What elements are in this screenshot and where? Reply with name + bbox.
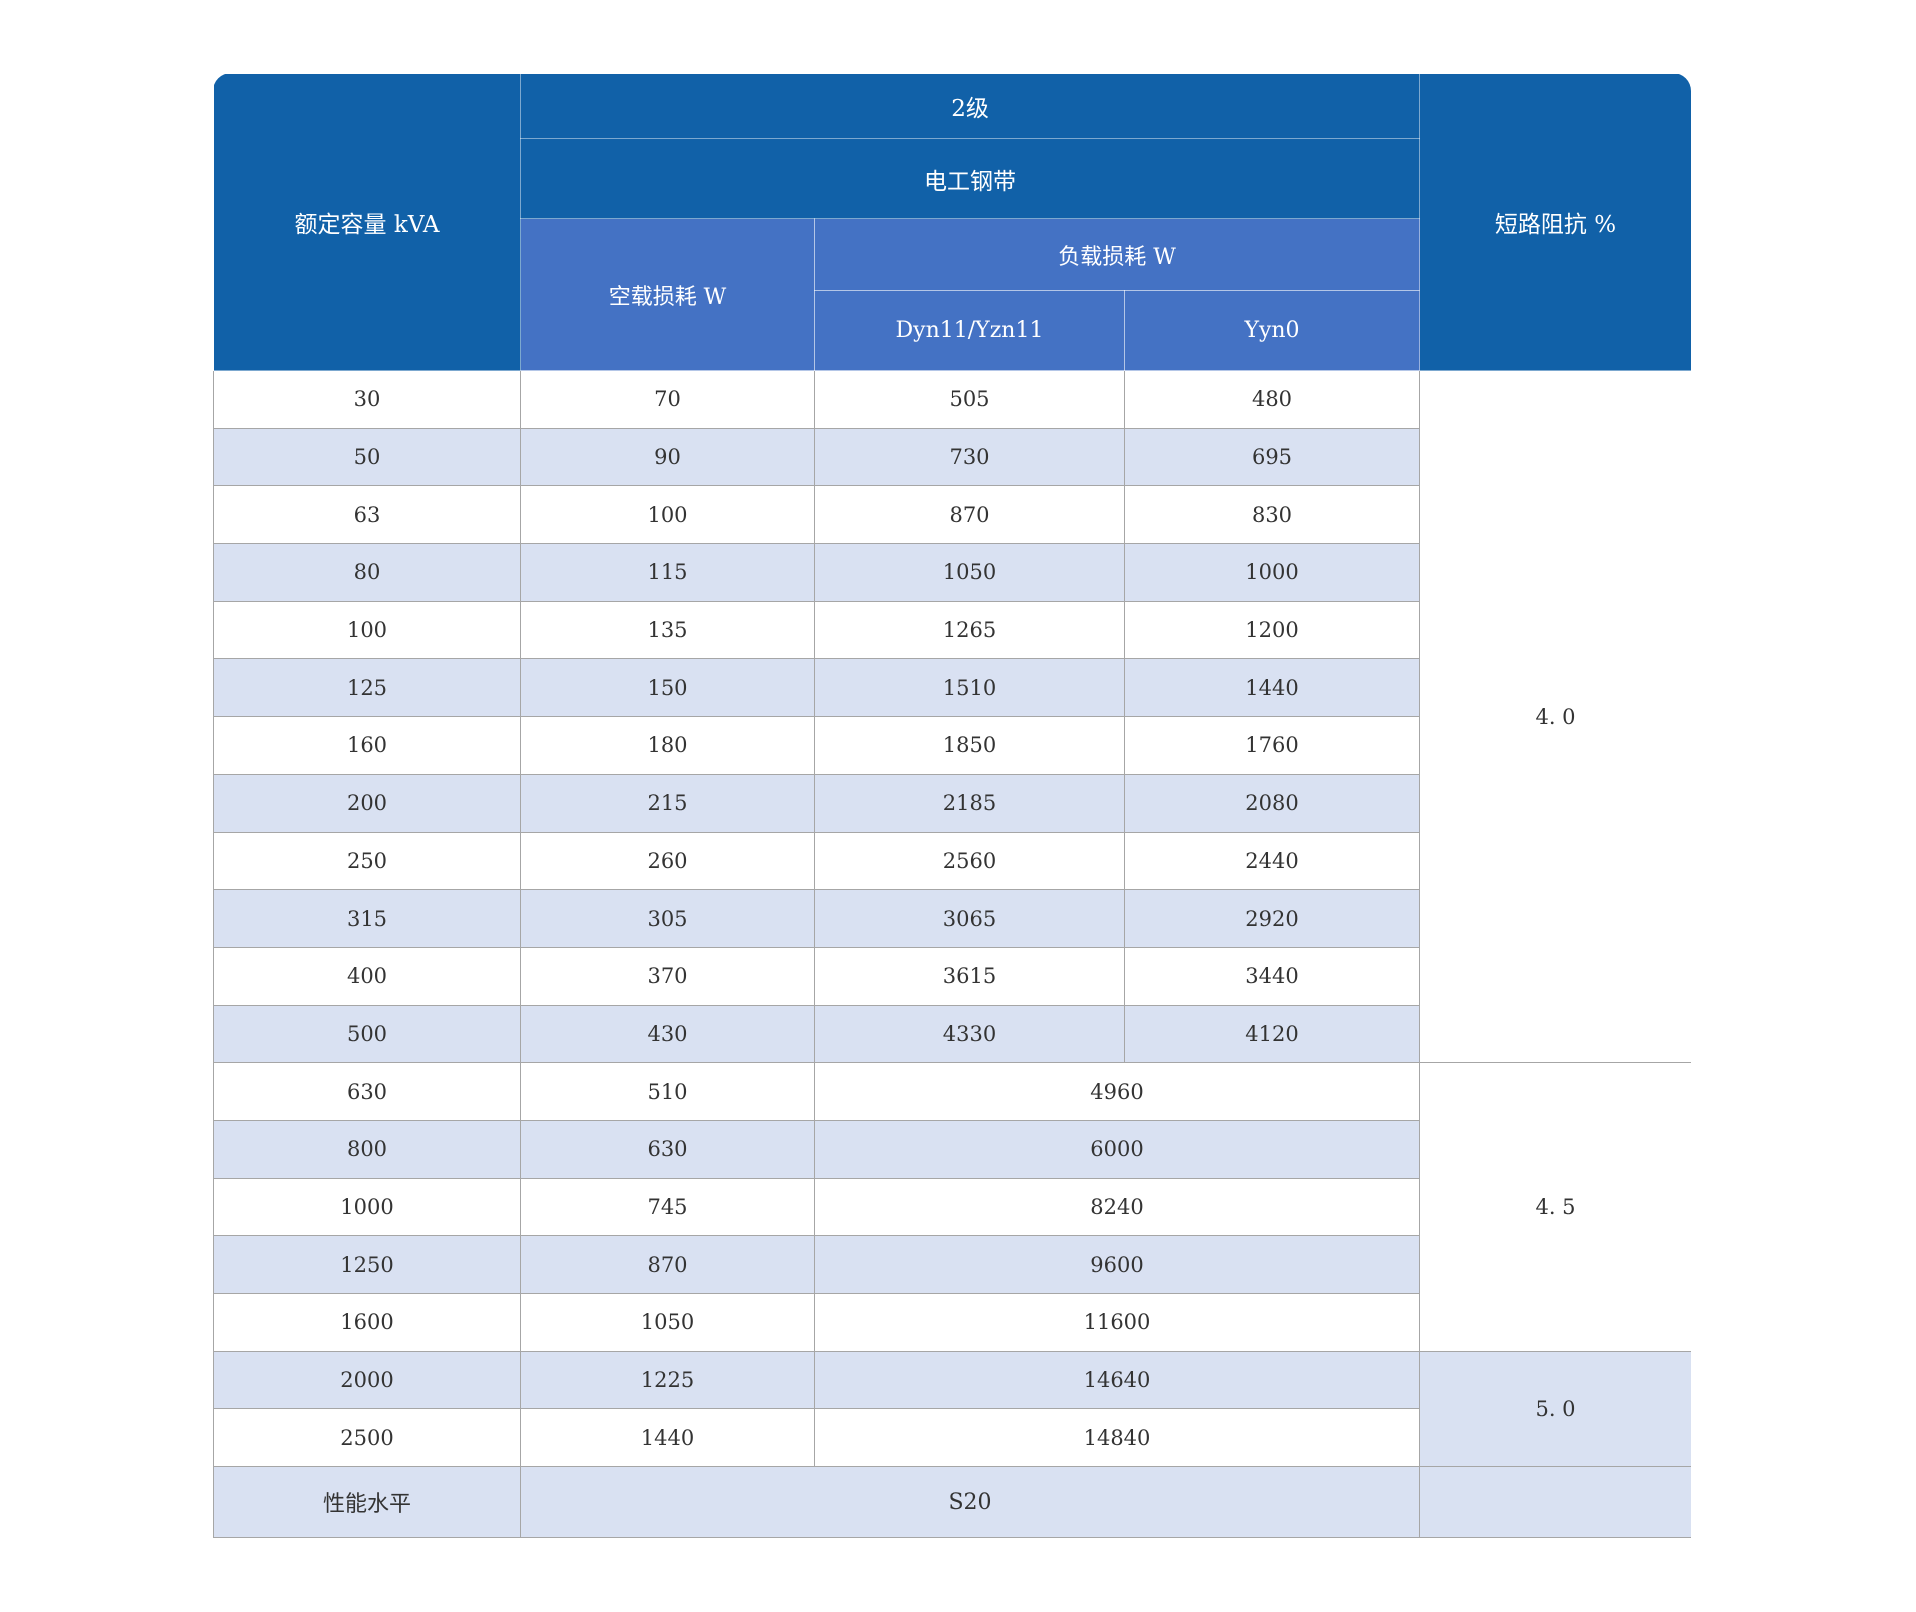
capacity-cell: 100 [213,600,521,660]
performance-level-value: S20 [519,1466,1421,1539]
no-load-loss-cell: 510 [520,1062,815,1121]
load-loss-merged-cell: 14640 [813,1350,1421,1410]
load-loss-merged-cell: 11600 [813,1293,1421,1352]
load-loss-dyn-cell: 1265 [814,600,1125,660]
no-load-loss-cell: 1440 [520,1408,815,1468]
no-load-loss-cell: 100 [520,485,815,545]
load-loss-yyn-cell: 4120 [1123,1004,1421,1064]
performance-level-label: 性能水平 [213,1466,521,1539]
no-load-loss-cell: 135 [520,600,815,660]
vector-dyn-header: Dyn11/Yzn11 [814,290,1125,371]
no-load-loss-cell: 370 [520,946,815,1006]
no-load-loss-cell: 870 [520,1235,815,1294]
load-loss-dyn-cell: 730 [814,427,1125,487]
load-loss-yyn-cell: 480 [1123,370,1421,429]
no-load-loss-cell: 305 [520,889,815,948]
load-loss-yyn-cell: 830 [1123,485,1421,545]
capacity-cell: 125 [213,658,521,718]
load-loss-merged-cell: 6000 [813,1119,1421,1179]
capacity-cell: 2500 [213,1408,521,1468]
no-load-loss-cell: 180 [520,716,815,775]
impedance-value-cell: 5. 0 [1419,1350,1691,1468]
capacity-cell: 200 [213,773,521,833]
load-loss-dyn-cell: 4330 [814,1004,1125,1064]
no-load-loss-cell: 115 [520,543,815,602]
load-loss-yyn-cell: 2440 [1123,831,1421,891]
impedance-footer-empty-cell [1419,1466,1691,1539]
load-loss-dyn-cell: 3065 [814,889,1125,948]
no-load-loss-cell: 90 [520,427,815,487]
load-loss-yyn-cell: 3440 [1123,946,1421,1006]
capacity-cell: 630 [213,1062,521,1121]
capacity-cell: 80 [213,543,521,602]
vector-yyn-header: Yyn0 [1123,290,1421,371]
impedance-header: 短路阻抗 % [1419,73,1691,371]
load-loss-dyn-cell: 1510 [814,658,1125,718]
load-loss-dyn-cell: 505 [814,370,1125,429]
no-load-loss-cell: 260 [520,831,815,891]
no-load-loss-cell: 630 [520,1119,815,1179]
load-loss-merged-cell: 14840 [813,1408,1421,1468]
capacity-cell: 500 [213,1004,521,1064]
impedance-value-cell: 4. 5 [1419,1062,1691,1352]
load-loss-yyn-cell: 695 [1123,427,1421,487]
load-loss-yyn-cell: 1760 [1123,716,1421,775]
no-load-loss-header: 空载损耗 W [520,218,815,371]
no-load-loss-cell: 1225 [520,1350,815,1410]
capacity-cell: 1600 [213,1293,521,1352]
no-load-loss-cell: 70 [520,370,815,429]
load-loss-yyn-cell: 1200 [1123,600,1421,660]
load-loss-dyn-cell: 2185 [814,773,1125,833]
capacity-cell: 800 [213,1119,521,1179]
material-header: 电工钢带 [519,138,1421,219]
load-loss-merged-cell: 4960 [813,1062,1421,1121]
load-loss-dyn-cell: 2560 [814,831,1125,891]
no-load-loss-cell: 430 [520,1004,815,1064]
load-loss-merged-cell: 8240 [813,1177,1421,1237]
capacity-cell: 160 [213,716,521,775]
capacity-cell: 1000 [213,1177,521,1237]
impedance-value-cell: 4. 0 [1419,369,1691,1064]
load-loss-yyn-cell: 1000 [1123,543,1421,602]
capacity-cell: 315 [213,889,521,948]
load-loss-yyn-cell: 2080 [1123,773,1421,833]
capacity-cell: 50 [213,427,521,487]
capacity-cell: 2000 [213,1350,521,1410]
capacity-cell: 250 [213,831,521,891]
capacity-cell: 63 [213,485,521,545]
no-load-loss-cell: 215 [520,773,815,833]
capacity-cell: 1250 [213,1235,521,1294]
load-loss-merged-cell: 9600 [813,1235,1421,1294]
load-loss-dyn-cell: 870 [814,485,1125,545]
load-loss-dyn-cell: 1850 [814,716,1125,775]
no-load-loss-cell: 1050 [520,1293,815,1352]
transformer-loss-table: 额定容量 kVA 2级 短路阻抗 % 电工钢带 空载损耗 W 负载损耗 W Dy… [213,73,1691,1539]
no-load-loss-cell: 745 [520,1177,815,1237]
no-load-loss-cell: 150 [520,658,815,718]
load-loss-yyn-cell: 1440 [1123,658,1421,718]
spec-table: 额定容量 kVA 2级 短路阻抗 % 电工钢带 空载损耗 W 负载损耗 W Dy… [213,73,1691,1539]
load-loss-dyn-cell: 1050 [814,543,1125,602]
capacity-header: 额定容量 kVA [213,73,521,371]
load-loss-dyn-cell: 3615 [814,946,1125,1006]
capacity-cell: 400 [213,946,521,1006]
load-loss-yyn-cell: 2920 [1123,889,1421,948]
load-loss-header: 负载损耗 W [813,218,1421,291]
capacity-cell: 30 [213,370,521,429]
grade-header: 2级 [519,73,1421,139]
